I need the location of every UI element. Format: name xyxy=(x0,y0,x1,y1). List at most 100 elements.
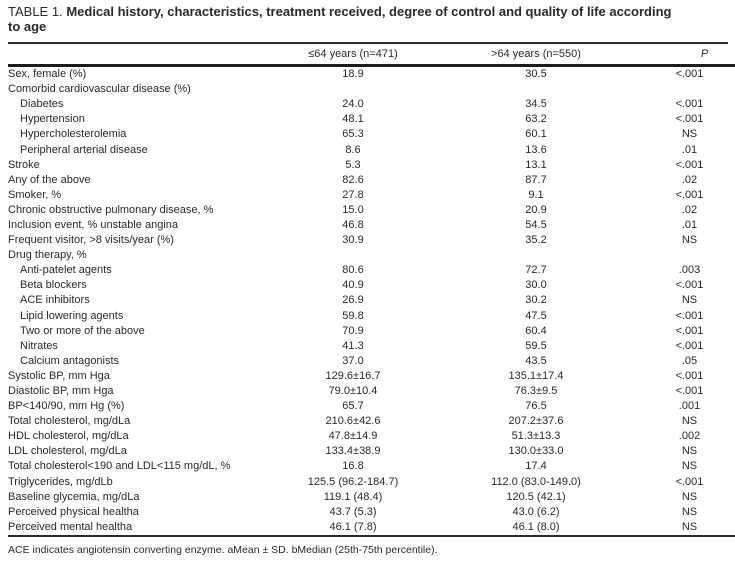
table-title-text-line1: Medical history, characteristics, treatm… xyxy=(66,4,672,19)
row-value-group-gt64: 207.2±37.6 xyxy=(508,415,564,428)
row-value-group-le64: 26.9 xyxy=(342,294,364,307)
row-p-value: .05 xyxy=(681,354,698,367)
table-row: Two or more of the above 70.9 60.4 <.001 xyxy=(8,324,735,339)
row-label: Comorbid cardiovascular disease (%) xyxy=(8,83,191,96)
row-value-group-le64: 80.6 xyxy=(342,264,364,277)
row-value-group-gt64: 112.0 (83.0-149.0) xyxy=(491,475,581,488)
row-value-group-le64: 133.4±38.9 xyxy=(325,445,381,458)
row-label: Two or more of the above xyxy=(20,324,145,337)
row-label: Diabetes xyxy=(20,98,64,111)
row-label: Total cholesterol<190 and LDL<115 mg/dL,… xyxy=(8,460,231,473)
table-title-text-line2: to age xyxy=(8,19,47,34)
row-value-group-gt64 xyxy=(436,82,636,97)
row-label: Nitrates xyxy=(20,339,58,352)
row-value-group-gt64: 59.5 xyxy=(525,339,547,352)
table-body: Sex, female (%) 18.9 30.5 <.001 Comorbid… xyxy=(8,66,735,536)
row-value-group-gt64: 13.1 xyxy=(525,158,547,171)
row-value-group-le64: 79.0±10.4 xyxy=(328,385,378,398)
row-value-group-le64: 40.9 xyxy=(342,279,364,292)
table-header: ≤64 years (n=471) >64 years (n=550) P xyxy=(8,44,735,67)
table-row: HDL cholesterol, mg/dLa 47.8±14.9 51.3±1… xyxy=(8,429,735,444)
row-p-value xyxy=(636,82,735,97)
table-row: Any of the above 82.6 87.7 .02 xyxy=(8,173,735,188)
table-row: Systolic BP, mm Hga 129.6±16.7 135.1±17.… xyxy=(8,369,735,384)
table-footnote: ACE indicates angiotensin converting enz… xyxy=(8,543,438,556)
table-row: Hypertension 48.1 63.2 <.001 xyxy=(8,112,735,127)
table-row: Frequent visitor, >8 visits/year (%) 30.… xyxy=(8,233,735,248)
table-row: Peripheral arterial disease 8.6 13.6 .01 xyxy=(8,142,735,157)
row-value-group-gt64: 120.5 (42.1) xyxy=(506,490,566,503)
row-label: Smoker, % xyxy=(8,188,62,201)
column-header-variable xyxy=(8,44,270,67)
row-p-value: <.001 xyxy=(675,98,704,111)
row-p-value: NS xyxy=(681,520,698,533)
row-p-value: NS xyxy=(681,234,698,247)
row-label: Beta blockers xyxy=(20,279,87,292)
row-p-value: <.001 xyxy=(675,68,704,81)
row-label: Triglycerides, mg/dLb xyxy=(8,475,113,488)
row-p-value: <.001 xyxy=(675,369,704,382)
row-value-group-le64: 43.7 (5.3) xyxy=(329,505,377,518)
row-value-group-le64: 46.1 (7.8) xyxy=(329,520,377,533)
row-p-value: .01 xyxy=(681,218,698,231)
row-value-group-le64: 47.8±14.9 xyxy=(328,430,378,443)
table-row: Lipid lowering agents 59.8 47.5 <.001 xyxy=(8,309,735,324)
row-value-group-le64: 70.9 xyxy=(342,324,364,337)
table-row: Sex, female (%) 18.9 30.5 <.001 xyxy=(8,66,735,83)
table-row: LDL cholesterol, mg/dLa 133.4±38.9 130.0… xyxy=(8,444,735,459)
row-value-group-gt64: 20.9 xyxy=(525,203,547,216)
table-row: Total cholesterol, mg/dLa 210.6±42.6 207… xyxy=(8,414,735,429)
row-label: Diastolic BP, mm Hga xyxy=(8,385,114,398)
row-value-group-gt64: 76.5 xyxy=(525,400,547,413)
table-row: Inclusion event, % unstable angina 46.8 … xyxy=(8,218,735,233)
row-p-value: <.001 xyxy=(675,188,704,201)
data-table: ≤64 years (n=471) >64 years (n=550) P Se… xyxy=(8,44,735,537)
row-label: Systolic BP, mm Hga xyxy=(8,369,110,382)
row-value-group-le64: 30.9 xyxy=(342,234,364,247)
row-p-value: <.001 xyxy=(675,113,704,126)
table-row: Diastolic BP, mm Hga 79.0±10.4 76.3±9.5 … xyxy=(8,384,735,399)
table-row: Perceived physical healtha 43.7 (5.3) 43… xyxy=(8,505,735,520)
table-row: Anti-patelet agents 80.6 72.7 .003 xyxy=(8,263,735,278)
row-value-group-le64: 119.1 (48.4) xyxy=(323,490,383,503)
row-value-group-gt64: 35.2 xyxy=(525,234,547,247)
row-value-group-gt64: 43.0 (6.2) xyxy=(512,505,560,518)
row-value-group-gt64: 60.1 xyxy=(525,128,547,141)
row-p-value: .02 xyxy=(681,203,698,216)
column-header-p-value: P xyxy=(636,44,735,67)
row-value-group-gt64: 43.5 xyxy=(525,354,547,367)
row-p-value: .003 xyxy=(678,264,701,277)
row-value-group-le64: 24.0 xyxy=(342,98,364,111)
row-value-group-gt64: 30.5 xyxy=(525,68,547,81)
row-p-value: <.001 xyxy=(675,279,704,292)
row-label: Frequent visitor, >8 visits/year (%) xyxy=(8,234,174,247)
table-row: Hypercholesterolemia 65.3 60.1 NS xyxy=(8,127,735,142)
table-row: Nitrates 41.3 59.5 <.001 xyxy=(8,339,735,354)
row-value-group-le64: 8.6 xyxy=(345,143,361,156)
row-label: Any of the above xyxy=(8,173,91,186)
row-value-group-gt64: 30.2 xyxy=(525,294,547,307)
row-value-group-le64: 37.0 xyxy=(342,354,364,367)
row-value-group-le64: 27.8 xyxy=(342,188,364,201)
row-p-value: <.001 xyxy=(675,385,704,398)
row-p-value: <.001 xyxy=(675,309,704,322)
row-value-group-gt64: 17.4 xyxy=(525,460,547,473)
table-row: Beta blockers 40.9 30.0 <.001 xyxy=(8,278,735,293)
row-value-group-gt64: 13.6 xyxy=(525,143,547,156)
table-row: Diabetes 24.0 34.5 <.001 xyxy=(8,97,735,112)
row-value-group-le64: 5.3 xyxy=(345,158,361,171)
row-label: Drug therapy, % xyxy=(8,249,87,262)
row-value-group-gt64: 60.4 xyxy=(525,324,547,337)
table-number: TABLE 1. xyxy=(8,4,63,19)
row-value-group-le64: 65.7 xyxy=(342,400,364,413)
table-row: Total cholesterol<190 and LDL<115 mg/dL,… xyxy=(8,459,735,474)
row-p-value: .02 xyxy=(681,173,698,186)
row-p-value: <.001 xyxy=(675,158,704,171)
row-value-group-gt64: 46.1 (8.0) xyxy=(512,520,560,533)
title-divider-rule xyxy=(8,42,728,44)
row-label: BP<140/90, mm Hg (%) xyxy=(8,400,125,413)
table-row: ACE inhibitors 26.9 30.2 NS xyxy=(8,293,735,308)
table-row: Triglycerides, mg/dLb 125.5 (96.2-184.7)… xyxy=(8,475,735,490)
row-value-group-le64: 18.9 xyxy=(342,68,364,81)
